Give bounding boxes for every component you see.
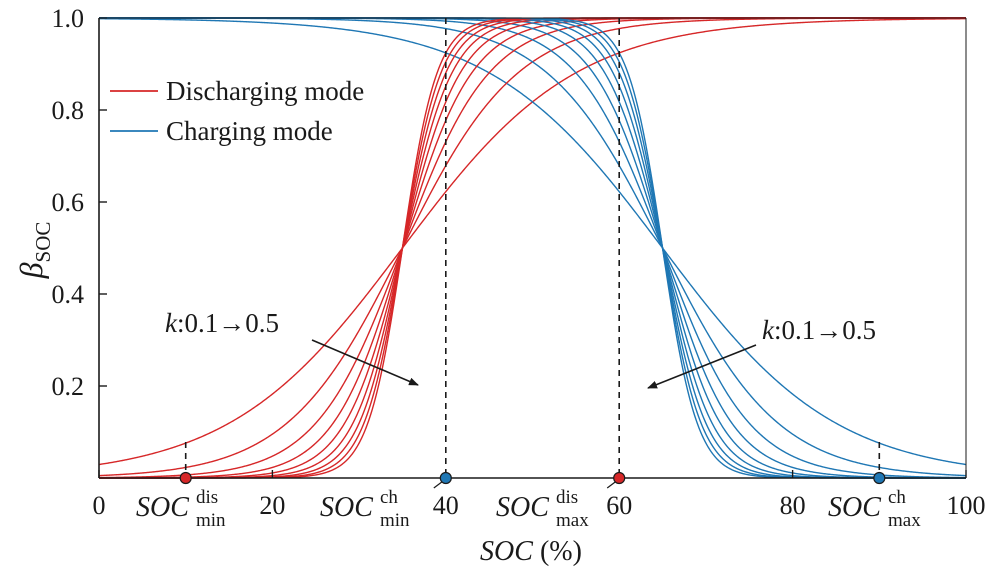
marker-label-sup: ch bbox=[380, 487, 398, 508]
y-tick-label-0.2: 0.2 bbox=[52, 372, 85, 401]
marker-label-sup: dis bbox=[556, 487, 578, 508]
marker-label-sup: dis bbox=[196, 487, 218, 508]
marker-label-sub: min bbox=[196, 510, 226, 531]
marker-label-sub: min bbox=[380, 510, 410, 531]
legend-label-discharging: Discharging mode bbox=[166, 76, 364, 106]
legend: Discharging mode Charging mode bbox=[110, 76, 364, 146]
marker-label-soc: SOC bbox=[828, 492, 881, 523]
pointer-ch-min bbox=[433, 481, 443, 489]
x-axis-title-unit: (%) bbox=[533, 536, 582, 567]
annotation-right-k: k bbox=[762, 315, 775, 345]
marker-label-soc: SOC bbox=[320, 492, 373, 523]
x-tick-label-0: 0 bbox=[93, 491, 106, 520]
annotation-right-arrow bbox=[647, 344, 757, 389]
marker-ch-min bbox=[439, 471, 452, 485]
axes-group bbox=[98, 17, 967, 479]
y-tick-label-0.8: 0.8 bbox=[52, 96, 85, 125]
marker-label-soc: SOC bbox=[136, 492, 189, 523]
y-axis-title-sub: SOC bbox=[31, 222, 55, 263]
x-axis-title-soc: SOC bbox=[480, 536, 533, 567]
y-tick-label-0.4: 0.4 bbox=[52, 280, 85, 309]
marker-label-sup: ch bbox=[888, 487, 906, 508]
marker-label-sub: max bbox=[556, 510, 589, 531]
marker-dis-max bbox=[613, 471, 626, 485]
tick-labels-group: 0 20 40 60 80 100 0.2 0.4 0.6 0.8 1.0 bbox=[52, 4, 986, 520]
x-tick-label-80: 80 bbox=[780, 491, 806, 520]
x-tick-label-60: 60 bbox=[606, 491, 632, 520]
legend-label-charging: Charging mode bbox=[166, 116, 333, 146]
annotation-right: k:0.1→0.5 bbox=[647, 315, 876, 389]
x-tick-label-20: 20 bbox=[259, 491, 285, 520]
annotation-left: k:0.1→0.5 bbox=[165, 308, 419, 386]
annotation-left-k: k bbox=[165, 308, 178, 338]
x-tick-label-100: 100 bbox=[947, 491, 986, 520]
pointer-dis-max bbox=[606, 481, 616, 489]
x-tick-label-40: 40 bbox=[433, 491, 459, 520]
marker-label-sub: max bbox=[888, 510, 921, 531]
y-axis-title: βSOC bbox=[13, 222, 55, 280]
svg-text:βSOC: βSOC bbox=[13, 222, 55, 280]
svg-text:k:0.1→0.5: k:0.1→0.5 bbox=[165, 308, 279, 338]
y-tick-label-1.0: 1.0 bbox=[52, 4, 85, 33]
x-axis-title: SOC (%) bbox=[480, 536, 582, 567]
annotation-right-range: :0.1→0.5 bbox=[774, 315, 876, 345]
annotation-left-range: :0.1→0.5 bbox=[177, 308, 279, 338]
y-tick-label-0.6: 0.6 bbox=[52, 188, 85, 217]
svg-text:k:0.1→0.5: k:0.1→0.5 bbox=[762, 315, 876, 345]
charging-curve-k-0 bbox=[98, 17, 967, 466]
marker-label-soc: SOC bbox=[496, 492, 549, 523]
y-axis-title-beta: β bbox=[13, 262, 49, 279]
vertical-guide-lines bbox=[184, 18, 881, 478]
marker-ch-max bbox=[873, 471, 886, 485]
annotation-left-arrow bbox=[311, 339, 419, 386]
marker-dis-min bbox=[179, 471, 192, 485]
